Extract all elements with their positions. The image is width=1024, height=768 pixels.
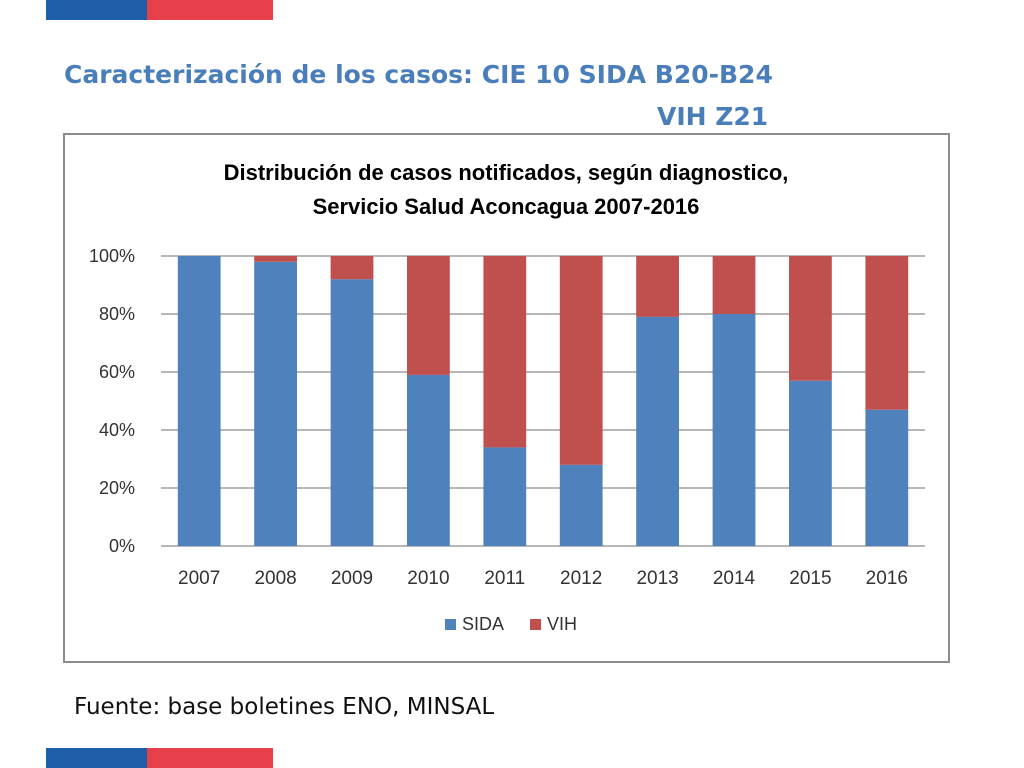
x-tick-label: 2015 xyxy=(789,568,831,589)
x-tick-label: 2014 xyxy=(713,568,756,589)
x-tick-label: 2010 xyxy=(407,568,449,589)
chart-title: Distribución de casos notificados, según… xyxy=(224,160,789,219)
bar-sida-2011 xyxy=(483,447,527,546)
source-note: Fuente: base boletines ENO, MINSAL xyxy=(74,694,495,720)
y-tick-label: 0% xyxy=(109,536,135,556)
x-tick-label: 2009 xyxy=(331,568,373,589)
bar-vih-2016 xyxy=(865,256,909,410)
bar-vih-2011 xyxy=(483,256,527,448)
bar-vih-2008 xyxy=(254,256,297,262)
flag-red-segment xyxy=(147,748,273,768)
flag-stripe-top xyxy=(46,0,273,20)
chart-title-line: Servicio Salud Aconcagua 2007-2016 xyxy=(313,194,700,219)
y-tick-label: 60% xyxy=(99,362,135,382)
x-axis-labels: 2007 2008 2009 2010 2011 2012 2013 2014 2015 2016 xyxy=(178,568,908,589)
bar-vih-2010 xyxy=(407,256,450,375)
y-tick-label: 100% xyxy=(89,246,135,266)
bar-sida-2016 xyxy=(865,409,909,546)
bar-vih-2012 xyxy=(559,256,603,465)
legend-label-vih: VIH xyxy=(547,614,577,634)
bar-vih-2015 xyxy=(789,256,832,381)
flag-stripe-bottom xyxy=(46,748,273,768)
legend-label-sida: SIDA xyxy=(462,614,504,634)
bars xyxy=(177,256,909,546)
x-tick-label: 2012 xyxy=(560,568,602,589)
legend: SIDA VIH xyxy=(445,614,577,634)
bar-vih-2009 xyxy=(330,256,374,280)
bar-sida-2013 xyxy=(636,316,679,546)
bar-vih-2013 xyxy=(636,256,679,317)
bar-vih-2014 xyxy=(712,256,756,314)
x-tick-label: 2011 xyxy=(484,568,525,589)
bar-sida-2015 xyxy=(789,380,832,546)
bar-sida-2012 xyxy=(559,464,603,546)
flag-blue-segment xyxy=(46,748,147,768)
bar-sida-2014 xyxy=(712,314,756,546)
stacked-bar-chart: Distribución de casos notificados, según… xyxy=(89,160,925,634)
x-tick-label: 2008 xyxy=(254,568,296,589)
slide-title-line2: VIH Z21 xyxy=(657,102,769,131)
bar-sida-2009 xyxy=(330,279,374,546)
bar-sida-2007 xyxy=(177,256,221,546)
flag-blue-segment xyxy=(46,0,147,20)
slide-title: Caracterización de los casos: CIE 10 SID… xyxy=(64,54,964,138)
legend-swatch-sida xyxy=(445,619,456,630)
bar-sida-2010 xyxy=(407,374,450,546)
x-tick-label: 2013 xyxy=(636,568,678,589)
x-tick-label: 2007 xyxy=(178,568,220,589)
y-tick-label: 40% xyxy=(99,420,135,440)
bar-sida-2008 xyxy=(254,261,297,546)
y-tick-label: 20% xyxy=(99,478,135,498)
y-tick-label: 80% xyxy=(99,304,135,324)
chart-frame: Distribución de casos notificados, según… xyxy=(63,133,950,663)
y-axis-labels: 0% 20% 40% 60% 80% 100% xyxy=(89,246,135,556)
slide-title-line1: Caracterización de los casos: CIE 10 SID… xyxy=(64,60,773,89)
chart-title-line: Distribución de casos notificados, según… xyxy=(224,160,789,185)
flag-red-segment xyxy=(147,0,273,20)
legend-swatch-vih xyxy=(530,619,541,630)
x-tick-label: 2016 xyxy=(866,568,908,589)
